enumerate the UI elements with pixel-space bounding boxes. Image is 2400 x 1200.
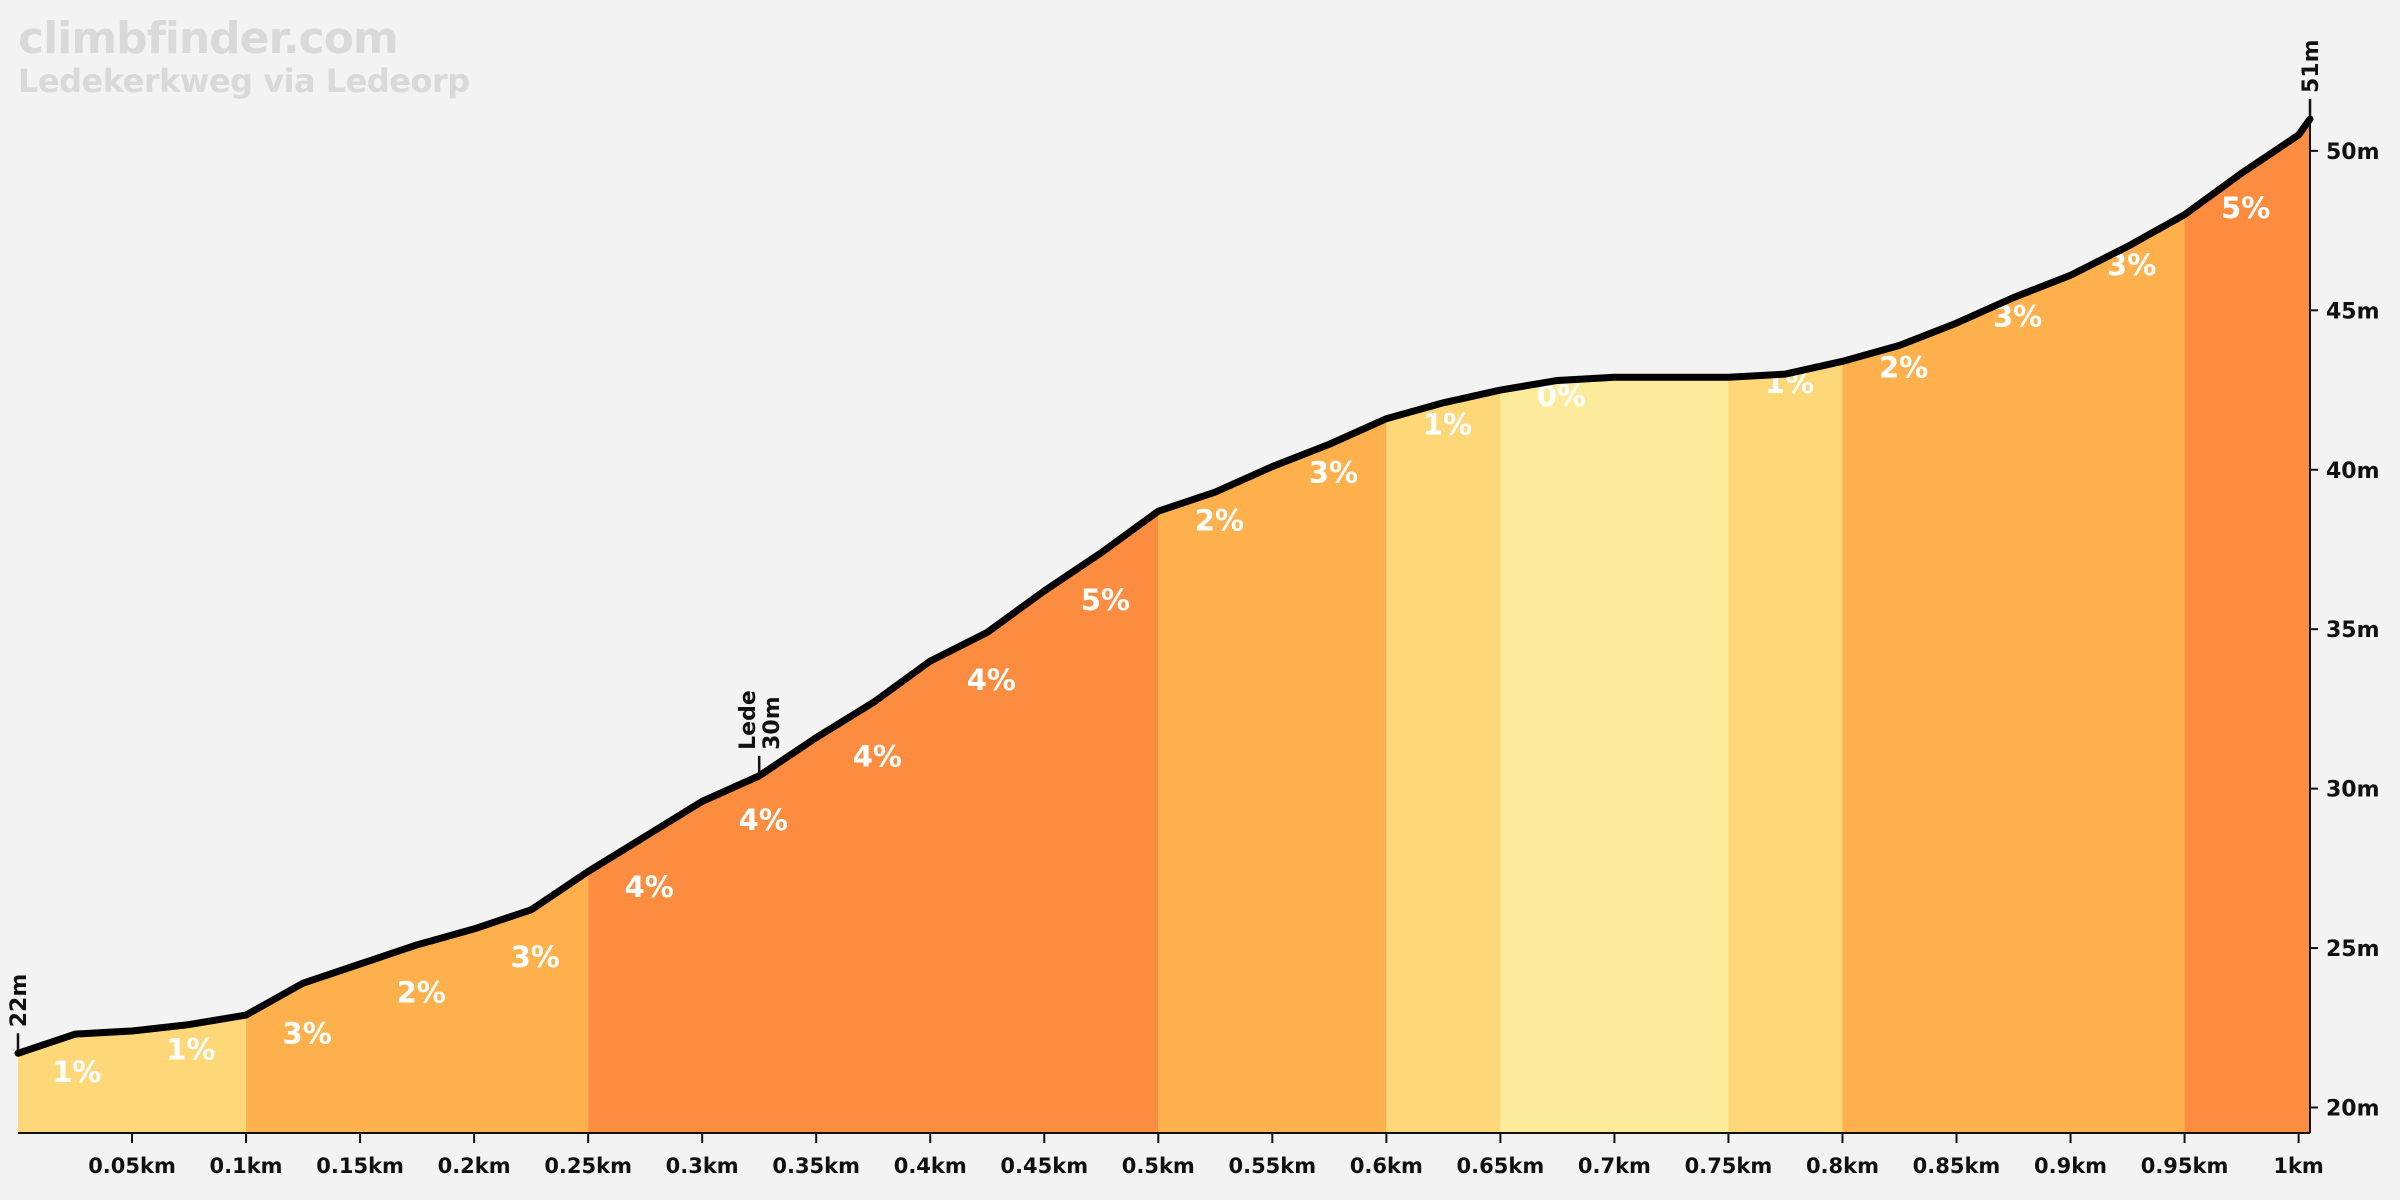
x-tick-label: 0.5km	[1122, 1154, 1195, 1178]
marker-label: Lede	[736, 690, 761, 750]
site-name: climbfinder.com	[18, 13, 399, 64]
grade-label: 2%	[1195, 503, 1244, 537]
grade-segment-3	[588, 511, 1159, 1134]
elevation-markers: 22m Lede 30m 51m	[7, 39, 2324, 1052]
x-tick-label: 0.55km	[1228, 1154, 1316, 1178]
x-tick-label: 0.45km	[1000, 1154, 1088, 1178]
x-tick-label: 0.35km	[772, 1154, 860, 1178]
grade-label: 3%	[283, 1017, 332, 1051]
profile-line	[14, 115, 2314, 1057]
x-tick-label: 0.2km	[438, 1154, 511, 1178]
grade-label: 4%	[625, 870, 674, 904]
y-tick-label: 20m	[2326, 1096, 2380, 1121]
climb-name: Ledekerkweg via Ledeorp	[18, 62, 470, 100]
x-tick-label: 0.3km	[666, 1154, 739, 1178]
grade-label: 4%	[967, 663, 1016, 697]
x-tick-label: 0.85km	[1913, 1154, 2001, 1178]
y-axis: 20m 25m 30m 35m 40m 45m 50m	[2309, 119, 2380, 1133]
y-tick-label: 30m	[2326, 778, 2380, 803]
grade-label: 1%	[1423, 408, 1472, 442]
grade-label: 5%	[1081, 583, 1130, 617]
grade-segment-4	[1158, 418, 1387, 1133]
x-tick-label: 0.95km	[2141, 1154, 2229, 1178]
x-tick-label: 0.6km	[1350, 1154, 1423, 1178]
grade-segment-5	[1386, 390, 1501, 1134]
x-tick-label: 1km	[2273, 1154, 2323, 1178]
grade-segments	[18, 119, 2310, 1134]
y-tick-label: 35m	[2326, 618, 2380, 643]
brand-header: climbfinder.com Ledekerkweg via Ledeorp	[18, 13, 470, 101]
marker-label: 22m	[7, 974, 32, 1028]
x-tick-label: 0.4km	[894, 1154, 967, 1178]
marker-label: 51m	[2299, 39, 2324, 93]
x-tick-label: 0.9km	[2034, 1154, 2107, 1178]
x-tick-label: 0.1km	[210, 1154, 283, 1178]
grade-segment-6	[1500, 377, 1729, 1133]
grade-segment-2	[246, 871, 589, 1133]
grade-segment-8	[1842, 214, 2185, 1133]
marker-label: 30m	[760, 696, 785, 750]
grade-label: 3%	[1309, 456, 1358, 490]
x-tick-label: 0.65km	[1457, 1154, 1545, 1178]
profile-line-group	[14, 115, 2314, 1057]
grade-label: 2%	[1879, 350, 1928, 384]
grade-label: 1%	[166, 1033, 215, 1067]
grade-label: 5%	[2221, 191, 2270, 225]
grade-label: 3%	[511, 940, 560, 974]
y-tick-label: 45m	[2326, 299, 2380, 324]
x-tick-label: 0.7km	[1578, 1154, 1651, 1178]
y-tick-label: 25m	[2326, 937, 2380, 962]
grade-segment-9	[2184, 119, 2310, 1133]
x-axis: 0.05km 0.1km 0.15km 0.2km 0.25km 0.3km 0.35km 0…	[18, 1132, 2324, 1178]
grade-label: 4%	[739, 803, 788, 837]
x-tick-label: 0.05km	[88, 1154, 176, 1178]
x-tick-label: 0.15km	[316, 1154, 404, 1178]
x-tick-label: 0.8km	[1806, 1154, 1879, 1178]
grade-label: 1%	[52, 1055, 101, 1089]
grade-label: 4%	[853, 739, 902, 773]
y-tick-label: 50m	[2326, 140, 2380, 165]
grade-segment-7	[1728, 361, 1843, 1134]
grade-segment-1	[18, 1015, 247, 1133]
y-tick-label: 40m	[2326, 459, 2380, 484]
x-tick-label: 0.25km	[544, 1154, 632, 1178]
x-tick-label: 0.75km	[1685, 1154, 1773, 1178]
grade-label: 2%	[397, 975, 446, 1009]
